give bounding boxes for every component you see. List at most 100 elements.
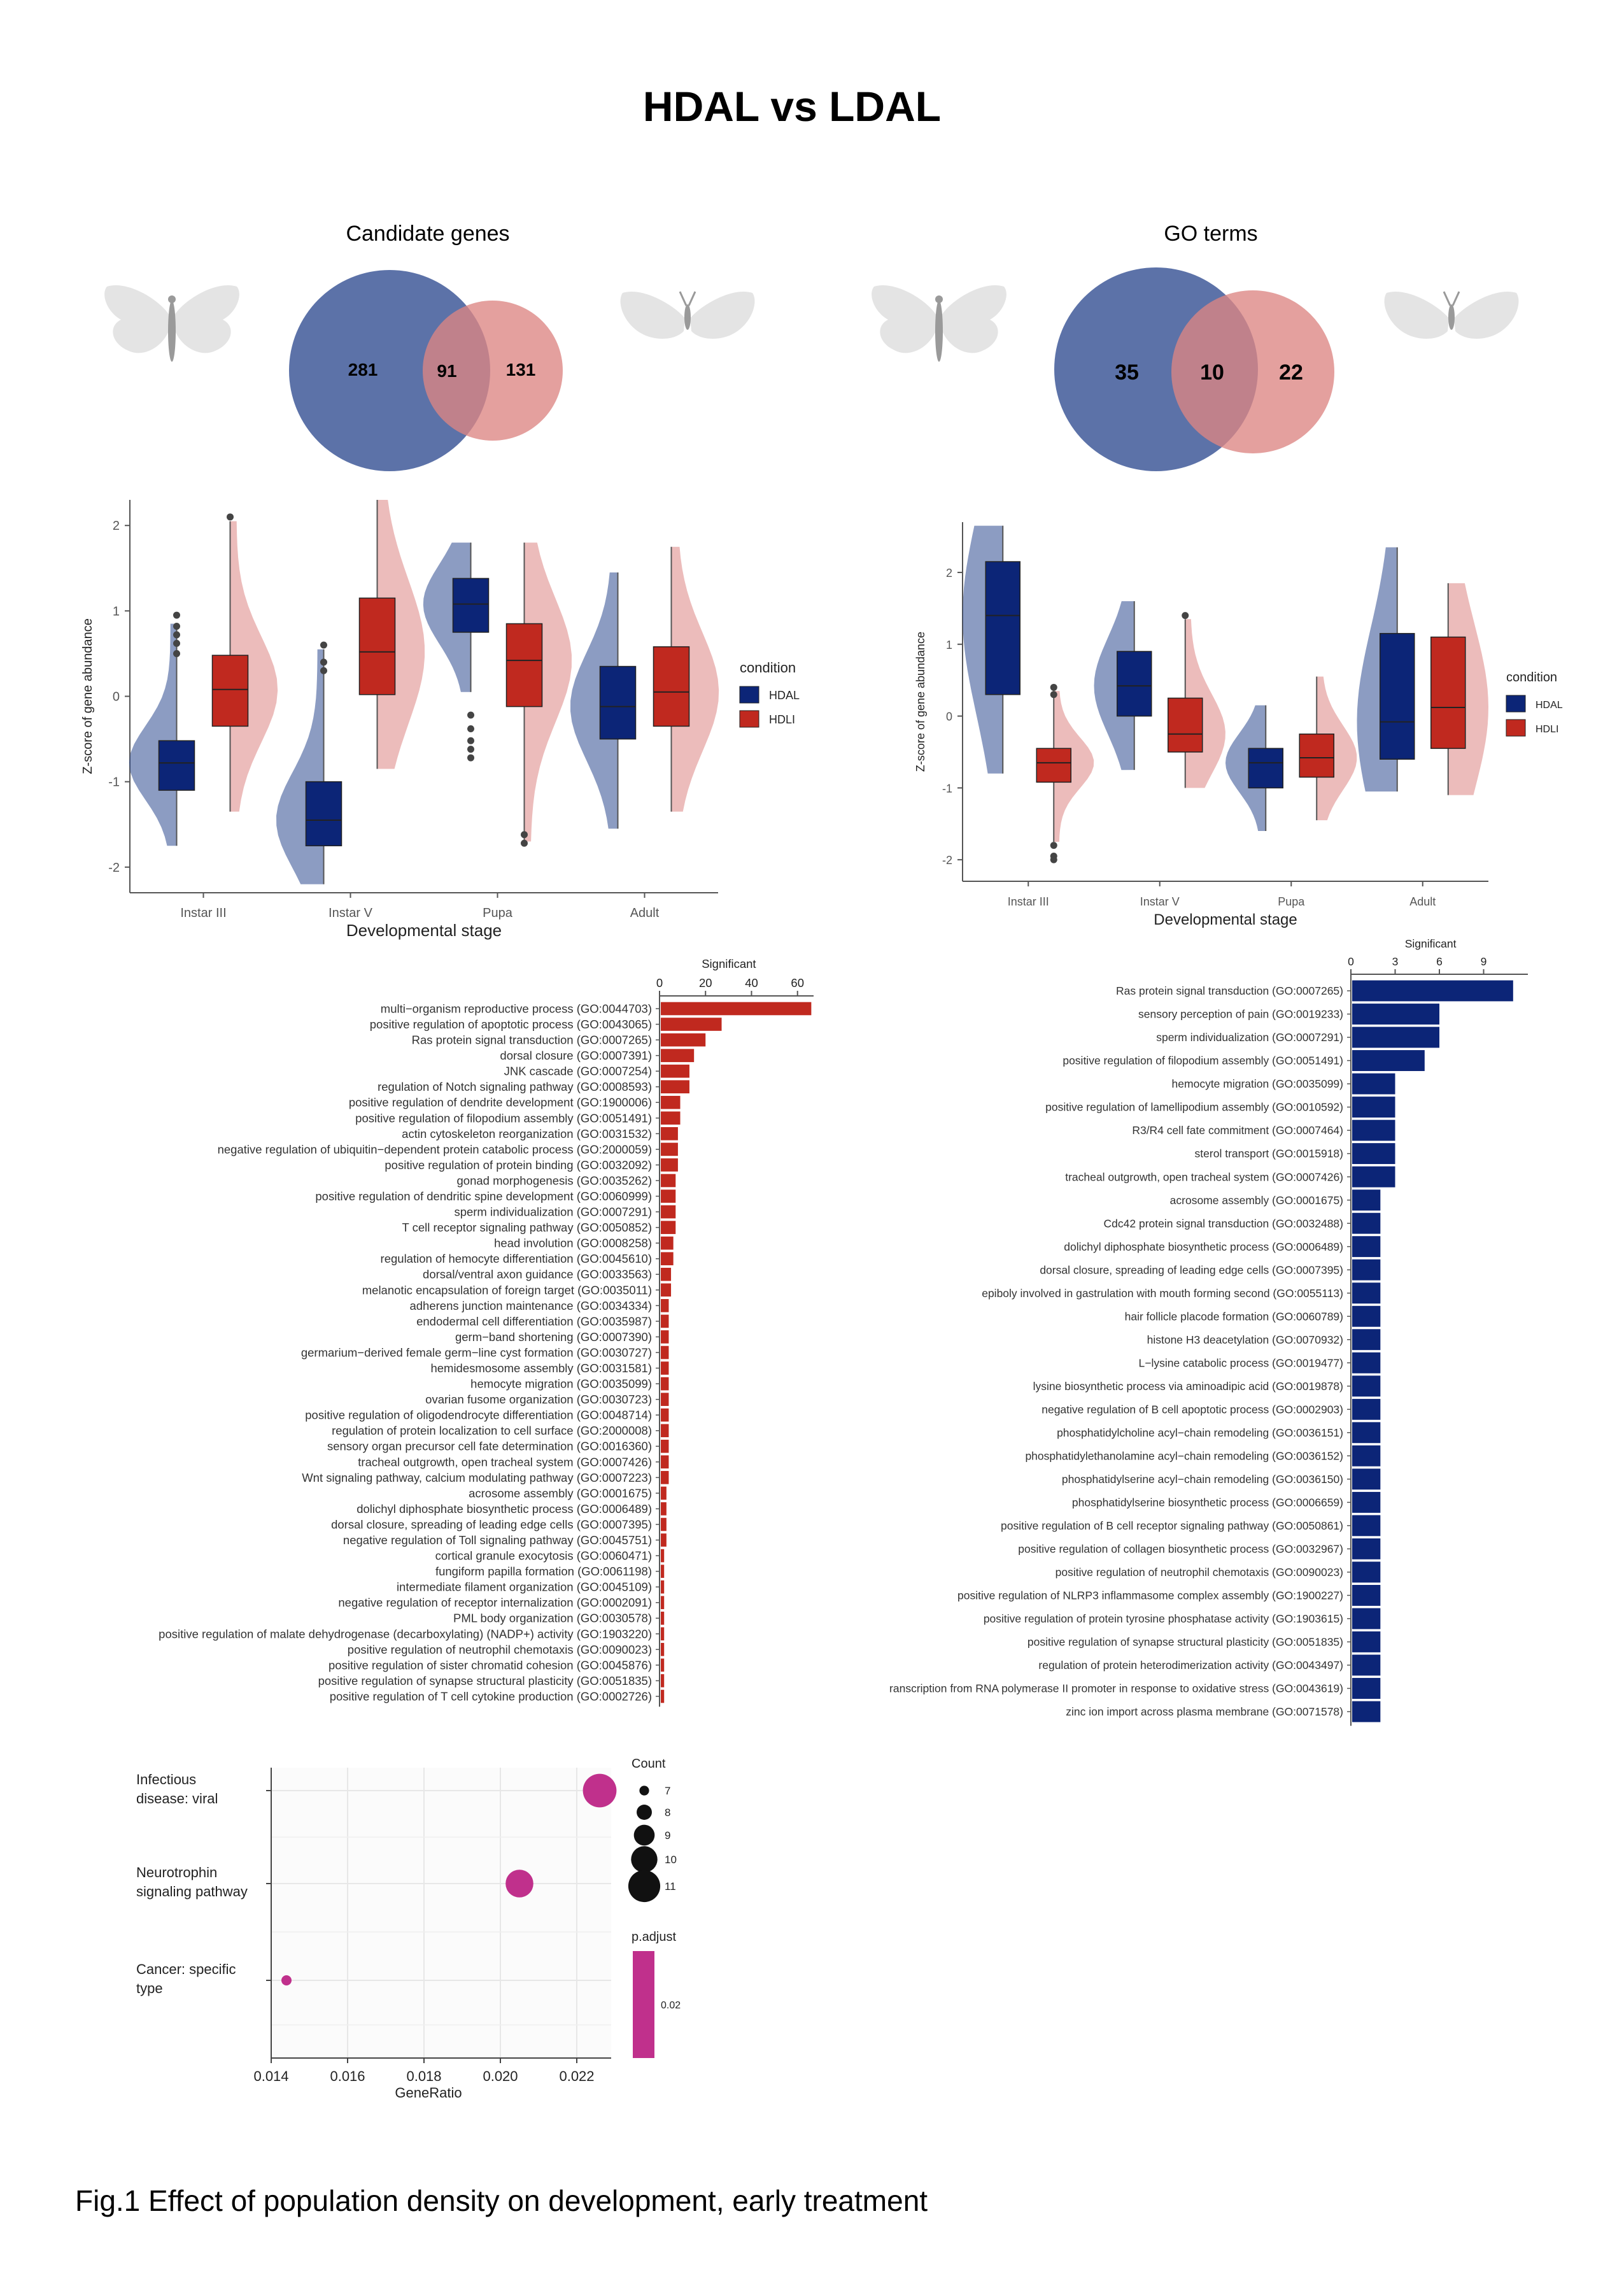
size-legend-label: 7	[665, 1785, 670, 1797]
box-body	[653, 646, 690, 727]
bar	[1352, 1398, 1381, 1420]
box-body	[1168, 697, 1203, 753]
category-label: Ras protein signal transduction (GO:0007…	[1116, 984, 1343, 997]
butterfly-icon	[1383, 290, 1520, 340]
venn-only-a: 35	[1115, 360, 1139, 385]
category-label: ovarian fusome organization (GO:0030723)	[425, 1393, 652, 1406]
bar	[1352, 1097, 1395, 1118]
bar	[661, 1236, 674, 1250]
bar	[661, 1345, 669, 1360]
x-tick-label: Instar III	[180, 906, 226, 920]
category-label: phosphatidylserine acyl−chain remodeling…	[1062, 1473, 1343, 1486]
category-label: negative regulation of receptor internal…	[338, 1596, 652, 1609]
bar	[661, 1377, 669, 1391]
legend-label: HDLI	[769, 713, 795, 726]
bar	[1352, 1584, 1381, 1606]
legend-swatch	[739, 710, 759, 728]
category-label: dorsal closure (GO:0007391)	[500, 1049, 652, 1062]
bar	[661, 1330, 669, 1344]
category-label: histone H3 deacetylation (GO:0070932)	[1147, 1333, 1343, 1346]
category-label: sperm individualization (GO:0007291)	[1156, 1031, 1343, 1044]
bar	[661, 1643, 665, 1656]
bar	[661, 1314, 669, 1328]
dot-plot: 0.014 0.016 0.018 0.020 0.022 GeneRatio Infect…	[136, 1757, 681, 2101]
bar	[661, 1189, 676, 1203]
bar	[661, 1455, 669, 1469]
bar	[661, 1596, 665, 1610]
category-label: R3/R4 cell fate commitment (GO:0007464)	[1132, 1124, 1343, 1137]
category-label: sperm individualization (GO:0007291)	[454, 1205, 652, 1219]
box-body	[211, 655, 249, 727]
bar	[661, 1658, 665, 1672]
x-tick-label: 0.014	[253, 2068, 288, 2084]
color-legend-label: 0.02	[661, 2000, 681, 2011]
box-body	[1036, 748, 1071, 783]
violin-chart-right: 2 1 0 -1 -2 Instar III Instar V Pupa Adult Develo…	[914, 522, 1563, 928]
x-tick-label: 0	[656, 976, 663, 990]
bar	[661, 1142, 678, 1156]
bar	[1352, 1538, 1381, 1559]
box-body	[985, 561, 1020, 695]
size-legend-label: 9	[665, 1829, 670, 1842]
bar	[1352, 1468, 1381, 1490]
bar	[1352, 1491, 1381, 1513]
outlier-point	[1050, 842, 1057, 849]
bar	[1352, 1352, 1381, 1374]
size-legend-label: 11	[665, 1880, 676, 1892]
category-label: lysine biosynthetic process via aminoadi…	[1033, 1380, 1343, 1393]
category-label: acrosome assembly (GO:0001675)	[469, 1486, 652, 1500]
bar-chart-right: Significant 0 3 6 9 Ras protein signal transd…	[889, 937, 1528, 1726]
bar	[661, 1361, 669, 1375]
x-tick-label: 0.016	[330, 2068, 365, 2084]
category-label: disease: viral	[136, 1791, 218, 1807]
category-label: positive regulation of synapse structura…	[318, 1674, 652, 1687]
category-label: germ−band shortening (GO:0007390)	[455, 1330, 652, 1344]
venn-only-a: 281	[348, 360, 378, 380]
butterfly-icon	[872, 285, 1006, 362]
legend-swatch	[739, 686, 759, 704]
color-legend-bar	[633, 1951, 654, 2058]
category-label: type	[136, 1980, 163, 1996]
color-legend-title: p.adjust	[632, 1930, 676, 1944]
x-tick-label: 20	[699, 976, 712, 990]
category-label: Ras protein signal transduction (GO:0007…	[412, 1033, 652, 1047]
category-label: adherens junction maintenance (GO:003433…	[409, 1299, 652, 1312]
bar	[661, 1080, 689, 1094]
bar	[661, 1252, 674, 1266]
venn-overlap: 10	[1200, 360, 1224, 385]
bar	[661, 1111, 681, 1125]
legend-label: HDLI	[1536, 724, 1558, 735]
category-label: positive regulation of filopodium assemb…	[1063, 1054, 1343, 1067]
category-label: positive regulation of synapse structura…	[1027, 1636, 1343, 1649]
bar	[661, 1471, 669, 1484]
venn-title: GO terms	[1164, 222, 1257, 246]
bar	[661, 1283, 672, 1297]
x-tick-label: 60	[791, 976, 804, 990]
dot-point	[505, 1870, 533, 1898]
box-body	[358, 597, 396, 695]
category-label: phosphatidylethanolamine acyl−chain remo…	[1025, 1449, 1343, 1462]
box-body	[452, 578, 490, 633]
y-axis-title: Z-score of gene abundance	[914, 632, 927, 772]
bar	[1352, 1678, 1381, 1699]
category-label: PML body organization (GO:0030578)	[453, 1612, 652, 1625]
bar	[661, 1533, 667, 1547]
outlier-point	[320, 641, 327, 649]
y-tick-label: -2	[108, 861, 120, 875]
category-label: ranscription from RNA polymerase II prom…	[889, 1682, 1343, 1695]
bar	[661, 1424, 669, 1438]
violin-shape	[129, 623, 177, 846]
bar	[1352, 1236, 1381, 1258]
category-label: positive regulation of apoptotic process…	[370, 1018, 652, 1031]
category-label: dolichyl diphosphate biosynthetic proces…	[1064, 1240, 1343, 1253]
bar	[1352, 1654, 1381, 1676]
size-legend-label: 8	[665, 1807, 670, 1819]
outlier-point	[1050, 683, 1057, 691]
bar	[1352, 1166, 1395, 1188]
x-tick-label: Pupa	[483, 906, 513, 920]
category-label: regulation of hemocyte differentiation (…	[381, 1252, 652, 1265]
box-body	[1380, 633, 1415, 760]
y-tick-label: -2	[942, 854, 952, 867]
y-tick-label: 1	[946, 639, 952, 651]
bar	[661, 1580, 665, 1594]
